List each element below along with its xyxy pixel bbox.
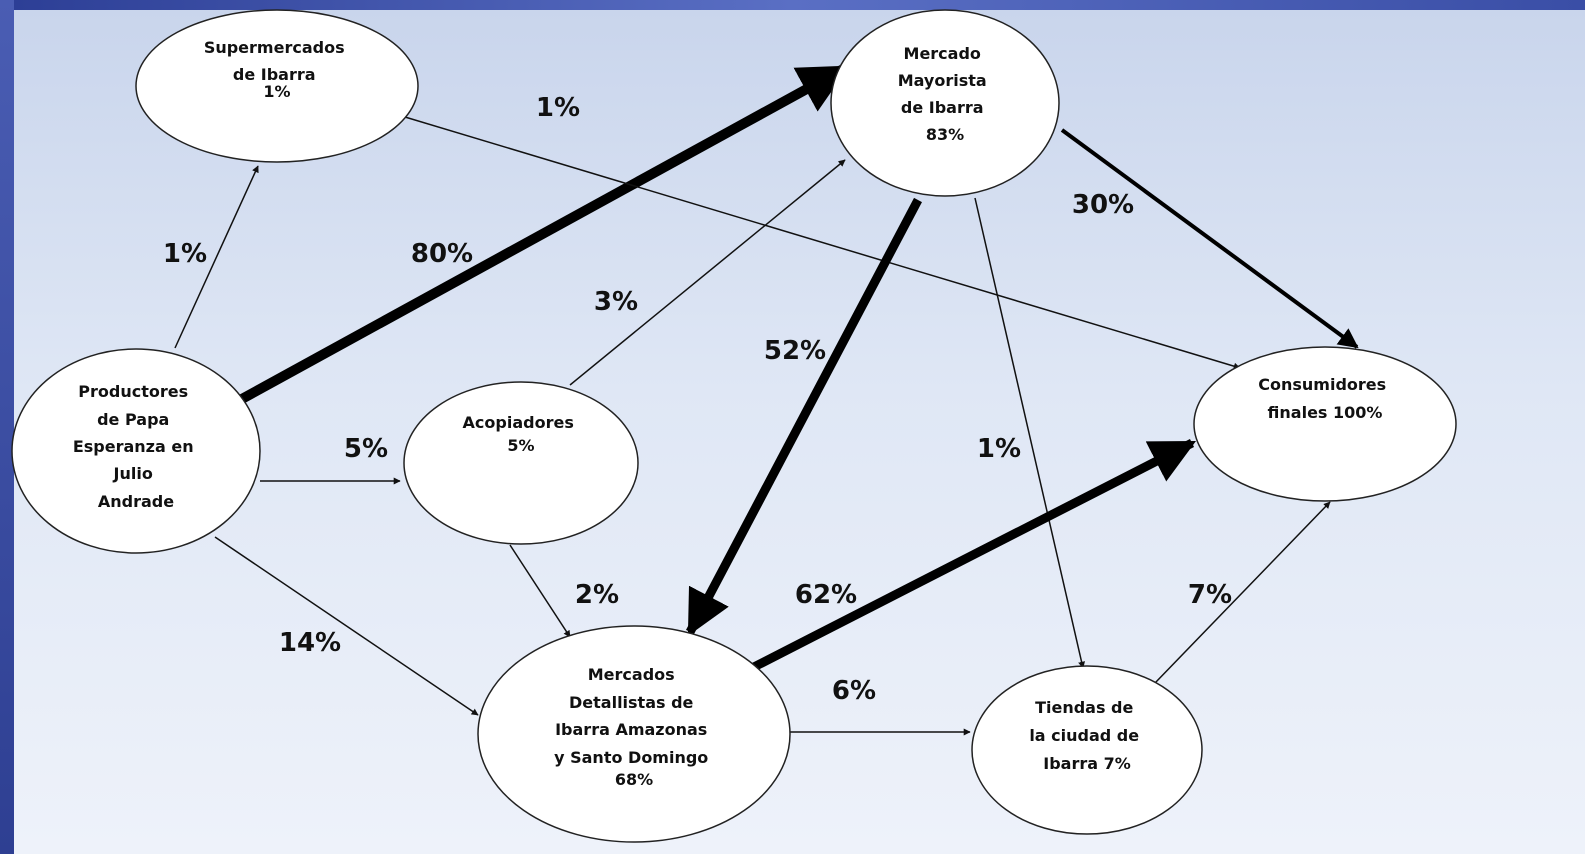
node-detallistas: Mercados Detallistas de Ibarra Amazonas … [477,625,791,843]
node-acopiadores: Acopiadores 5% [403,381,639,545]
edge-productores-supermercados [174,165,259,349]
node-productores: Productores de Papa Esperanza en Julio A… [11,348,261,554]
edge-label-productores-detallistas: 14% [279,628,341,658]
edge-label-detallistas-tiendas: 6% [832,676,876,706]
node-acopiadores-label: Acopiadores 5% [463,413,580,455]
node-tiendas-label: Tiendas de la ciudad de Ibarra 7% [1029,698,1144,773]
edge-mayorista-tiendas [974,197,1086,669]
edge-acopiadores-detallistas [509,544,571,638]
edge-supermercados-consumidores [404,116,1241,370]
edge-label-detallistas-consumidores: 62% [795,580,857,610]
edge-labels-layer: 1% 80% 1% 3% 30% 52% 1% 5% 2% 14% 62% 6%… [163,93,1232,706]
node-supermercados-label: Supermercados de Ibarra 1% [204,38,350,101]
edge-label-tiendas-consumidores: 7% [1188,580,1232,610]
top-border-band [0,0,1585,10]
edge-acopiadores-mayorista [569,159,846,386]
edge-label-supermercados-consumidores: 1% [536,93,580,123]
edge-label-productores-mayorista: 80% [411,239,473,269]
edge-productores-mayorista [237,63,850,405]
edges-layer [174,63,1359,736]
node-mayorista: Mercado Mayorista de Ibarra 83% [830,9,1060,197]
node-productores-label: Productores de Papa Esperanza en Julio A… [73,382,199,511]
node-tiendas: Tiendas de la ciudad de Ibarra 7% [971,665,1203,835]
edge-label-acopiadores-mayorista: 3% [594,287,638,317]
nodes-layer: Supermercados de Ibarra 1% Mercado Mayor… [11,9,1457,843]
node-consumidores-label: Consumidores finales 100% [1258,375,1391,422]
edge-tiendas-consumidores [1154,501,1331,684]
edge-label-mayorista-detallistas: 52% [764,336,826,366]
edge-label-mayorista-tiendas: 1% [977,434,1021,464]
node-mayorista-label: Mercado Mayorista de Ibarra 83% [898,44,993,144]
node-supermercados: Supermercados de Ibarra 1% [135,9,419,163]
edge-productores-detallistas [214,536,479,716]
node-detallistas-label: Mercados Detallistas de Ibarra Amazonas … [554,665,714,789]
edge-mayorista-consumidores [1060,128,1359,349]
edge-mayorista-detallistas [686,197,922,636]
node-consumidores: Consumidores finales 100% [1193,346,1457,502]
edge-label-mayorista-consumidores: 30% [1072,190,1134,220]
edge-label-productores-supermercados: 1% [163,239,207,269]
edge-label-acopiadores-detallistas: 2% [575,580,619,610]
left-border-band [0,0,14,854]
edge-label-productores-acopiadores: 5% [344,434,388,464]
edge-detallistas-consumidores [749,438,1197,673]
